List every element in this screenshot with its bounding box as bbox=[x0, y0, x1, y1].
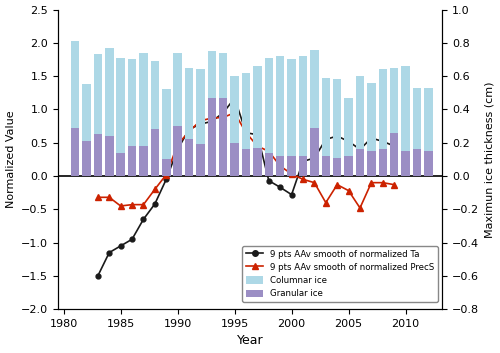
Bar bbox=[322, 156, 330, 176]
Bar bbox=[288, 60, 296, 176]
Bar bbox=[82, 141, 90, 176]
Bar bbox=[196, 144, 204, 176]
Bar bbox=[298, 156, 308, 176]
Bar bbox=[150, 130, 159, 176]
Bar bbox=[174, 53, 182, 176]
Bar bbox=[378, 70, 387, 176]
Bar bbox=[82, 84, 90, 176]
Bar bbox=[208, 51, 216, 176]
Bar bbox=[412, 149, 421, 176]
Bar bbox=[128, 60, 136, 176]
Bar bbox=[288, 156, 296, 176]
Bar bbox=[71, 128, 80, 176]
Bar bbox=[402, 66, 410, 176]
Bar bbox=[298, 56, 308, 176]
Bar bbox=[185, 139, 194, 176]
Bar bbox=[219, 98, 228, 176]
Bar bbox=[333, 158, 342, 176]
Bar bbox=[105, 48, 114, 176]
Bar bbox=[242, 149, 250, 176]
Bar bbox=[390, 68, 398, 176]
Bar bbox=[94, 54, 102, 176]
Bar bbox=[208, 98, 216, 176]
X-axis label: Year: Year bbox=[236, 334, 264, 347]
Bar bbox=[139, 53, 147, 176]
Bar bbox=[196, 70, 204, 176]
Bar bbox=[94, 134, 102, 176]
Bar bbox=[253, 148, 262, 176]
Bar bbox=[344, 98, 353, 176]
Bar bbox=[185, 68, 194, 176]
Y-axis label: Normalized Value: Normalized Value bbox=[6, 110, 16, 208]
Y-axis label: Maximun ice thickness (cm): Maximun ice thickness (cm) bbox=[484, 81, 494, 238]
Bar bbox=[150, 61, 159, 176]
Bar bbox=[322, 78, 330, 176]
Bar bbox=[116, 58, 125, 176]
Bar bbox=[105, 136, 114, 176]
Bar bbox=[162, 89, 170, 176]
Bar bbox=[174, 126, 182, 176]
Bar bbox=[378, 149, 387, 176]
Bar bbox=[230, 143, 239, 176]
Bar bbox=[310, 128, 318, 176]
Bar bbox=[333, 79, 342, 176]
Bar bbox=[162, 159, 170, 176]
Bar bbox=[116, 153, 125, 176]
Bar bbox=[253, 66, 262, 176]
Bar bbox=[242, 73, 250, 176]
Bar bbox=[128, 146, 136, 176]
Bar bbox=[356, 76, 364, 176]
Bar bbox=[219, 53, 228, 176]
Bar bbox=[390, 133, 398, 176]
Legend: 9 pts AAv smooth of normalized Ta, 9 pts AAv smooth of normalized PrecS, Columna: 9 pts AAv smooth of normalized Ta, 9 pts… bbox=[242, 246, 438, 302]
Bar bbox=[264, 153, 273, 176]
Bar bbox=[71, 41, 80, 176]
Bar bbox=[412, 88, 421, 176]
Bar bbox=[264, 58, 273, 176]
Bar bbox=[367, 151, 376, 176]
Bar bbox=[230, 76, 239, 176]
Bar bbox=[424, 151, 432, 176]
Bar bbox=[367, 83, 376, 176]
Bar bbox=[139, 146, 147, 176]
Bar bbox=[402, 151, 410, 176]
Bar bbox=[276, 156, 284, 176]
Bar bbox=[344, 156, 353, 176]
Bar bbox=[424, 88, 432, 176]
Bar bbox=[276, 56, 284, 176]
Bar bbox=[356, 149, 364, 176]
Bar bbox=[310, 49, 318, 176]
